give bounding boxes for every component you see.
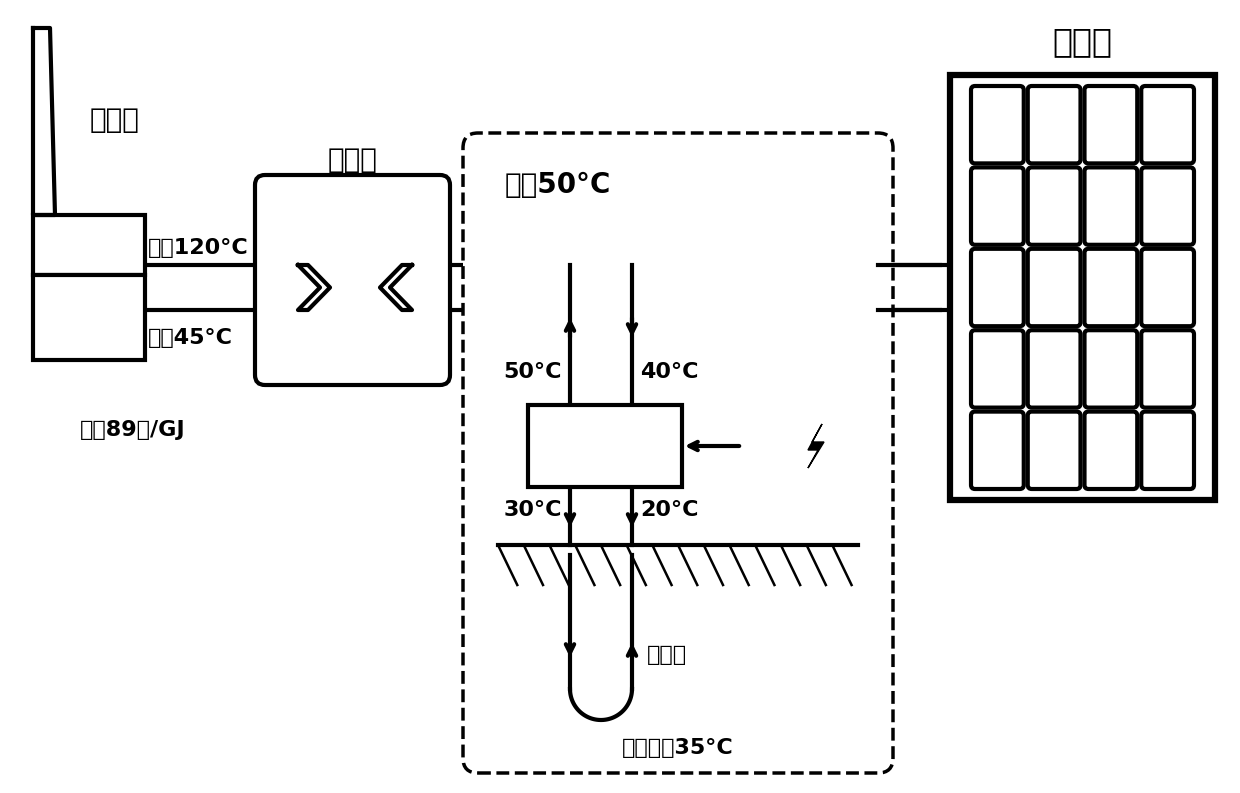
FancyBboxPatch shape [1028,167,1080,245]
FancyBboxPatch shape [1028,249,1080,326]
FancyBboxPatch shape [1085,86,1137,163]
Text: 50°C: 50°C [503,362,562,382]
Text: 热电厂: 热电厂 [91,106,140,134]
FancyBboxPatch shape [463,133,893,773]
FancyBboxPatch shape [1141,167,1194,245]
Polygon shape [33,28,55,215]
Text: 建筑物: 建筑物 [1053,25,1112,59]
FancyBboxPatch shape [971,249,1024,326]
Text: 回水45°C: 回水45°C [148,328,233,348]
Text: 40°C: 40°C [640,362,698,382]
Polygon shape [808,424,825,468]
Text: 供水120°C: 供水120°C [148,238,249,258]
FancyBboxPatch shape [971,86,1024,163]
FancyBboxPatch shape [1085,167,1137,245]
FancyBboxPatch shape [1141,249,1194,326]
FancyBboxPatch shape [1028,412,1080,489]
Text: 供水50°C: 供水50°C [505,171,611,199]
FancyBboxPatch shape [1085,249,1137,326]
FancyBboxPatch shape [1141,86,1194,163]
FancyBboxPatch shape [971,412,1024,489]
FancyBboxPatch shape [528,405,682,487]
Polygon shape [298,265,330,310]
FancyBboxPatch shape [1085,330,1137,408]
FancyBboxPatch shape [971,167,1024,245]
FancyBboxPatch shape [1028,330,1080,408]
Bar [950,75,1215,500]
Text: 热泵: 热泵 [588,432,621,460]
Text: 换热站: 换热站 [327,146,377,174]
FancyBboxPatch shape [33,275,145,360]
FancyBboxPatch shape [1085,412,1137,489]
Text: 30°C: 30°C [503,500,562,520]
Text: 20°C: 20°C [640,500,698,520]
Text: 地埋管: 地埋管 [647,645,687,665]
FancyBboxPatch shape [255,175,450,385]
FancyBboxPatch shape [33,215,145,275]
Text: 地下温度35°C: 地下温度35°C [622,738,734,758]
FancyBboxPatch shape [1028,86,1080,163]
FancyBboxPatch shape [1141,330,1194,408]
FancyBboxPatch shape [1141,412,1194,489]
FancyBboxPatch shape [971,330,1024,408]
Polygon shape [379,265,412,310]
Text: 热价89元/GJ: 热价89元/GJ [81,420,186,440]
